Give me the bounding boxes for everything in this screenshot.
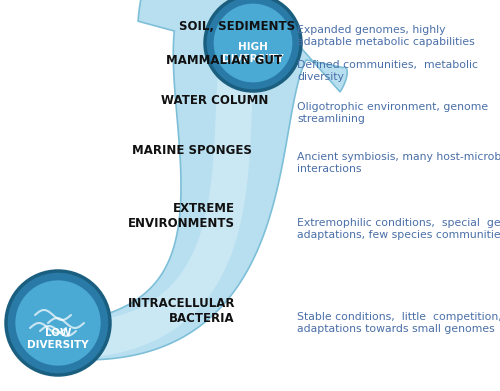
Circle shape xyxy=(16,280,100,366)
Text: MAMMALIAN GUT: MAMMALIAN GUT xyxy=(166,54,282,68)
Text: Defined communities,  metabolic
diversity: Defined communities, metabolic diversity xyxy=(297,60,478,82)
Circle shape xyxy=(205,0,301,91)
Text: EXTREME
ENVIRONMENTS: EXTREME ENVIRONMENTS xyxy=(128,202,235,230)
Text: SOIL, SEDIMENTS: SOIL, SEDIMENTS xyxy=(179,20,295,32)
Circle shape xyxy=(6,271,110,375)
Text: Extremophilic conditions,  special  genomic
adaptations, few species communities: Extremophilic conditions, special genomi… xyxy=(297,218,500,240)
Text: Ancient symbiosis, many host-microbe
interactions: Ancient symbiosis, many host-microbe int… xyxy=(297,152,500,174)
Text: Stable conditions,  little  competition,
adaptations towards small genomes: Stable conditions, little competition, a… xyxy=(297,312,500,334)
Text: LOW
DIVERSITY: LOW DIVERSITY xyxy=(27,328,89,350)
Text: MARINE SPONGES: MARINE SPONGES xyxy=(132,145,252,158)
Circle shape xyxy=(214,4,292,83)
Text: WATER COLUMN: WATER COLUMN xyxy=(160,95,268,108)
Text: Oligotrophic environment, genome
streamlining: Oligotrophic environment, genome streaml… xyxy=(297,102,488,124)
Text: Expanded genomes, highly
adaptable metabolic capabilities: Expanded genomes, highly adaptable metab… xyxy=(297,25,475,47)
Polygon shape xyxy=(60,0,347,360)
Text: INTRACELLULAR
BACTERIA: INTRACELLULAR BACTERIA xyxy=(128,297,235,325)
Text: HIGH
DIVERSITY: HIGH DIVERSITY xyxy=(222,42,284,64)
Polygon shape xyxy=(60,1,268,359)
